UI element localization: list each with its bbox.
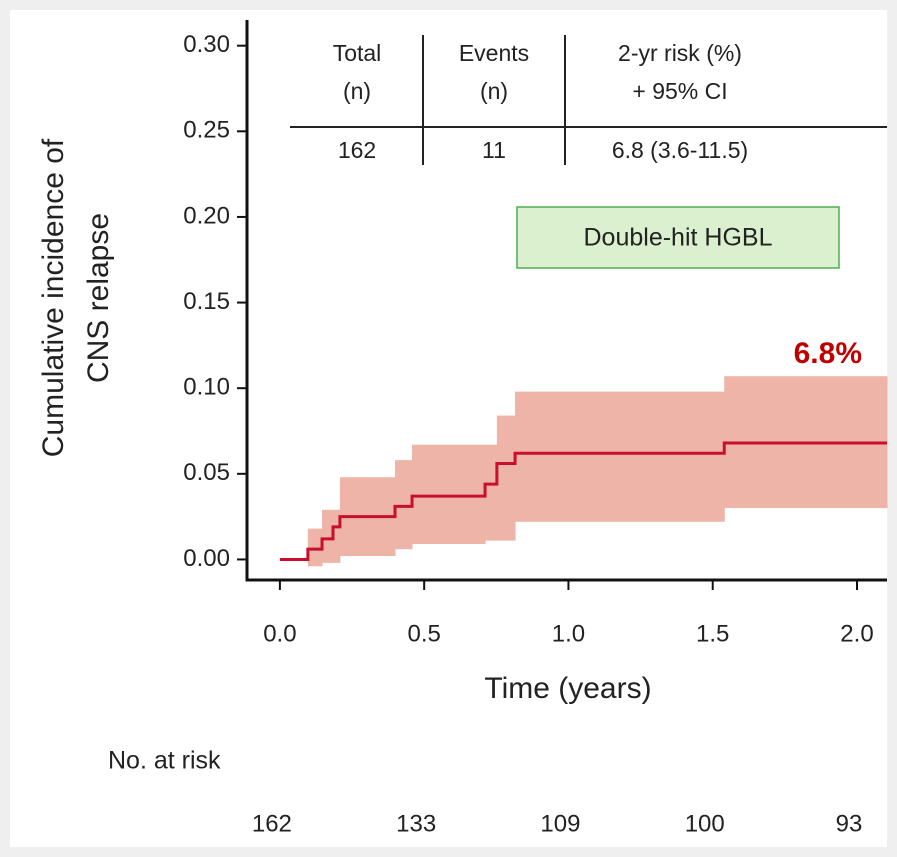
at-risk-value: 162 [252,810,292,837]
legend-label: Double-hit HGBL [584,224,773,252]
ci-band [322,509,341,563]
annotation: 6.8% [794,337,862,370]
y-axis-label: CNS relapse [82,213,115,383]
at-risk-value: 93 [836,810,863,837]
x-tick-label: 0.0 [263,620,296,647]
table-cell: 162 [338,137,376,163]
table-cell: 6.8 (3.6-11.5) [612,137,748,163]
table-header: Events [459,40,529,66]
x-tick-label: 0.5 [407,620,440,647]
survival-line [279,441,887,561]
table-header: + 95% CI [632,78,727,104]
y-tick-label: 0.25 [183,117,230,144]
table-header: 2-yr risk (%) [618,40,742,66]
y-tick-label: 0.00 [183,545,230,572]
y-tick-label: 0.05 [183,459,230,486]
ci-band [515,391,725,522]
at-risk-label: No. at risk [108,747,221,775]
x-tick-label: 1.0 [552,620,585,647]
y-tick-label: 0.30 [183,31,230,58]
legend-box [516,206,840,269]
y-tick-label: 0.20 [183,202,230,229]
at-risk-value: 133 [396,810,436,837]
x-axis-label: Time (years) [484,672,651,705]
table-header: Total [333,40,382,66]
y-axis-label: Cumulative incidence of [37,138,70,457]
at-risk-value: 109 [540,810,580,837]
table-cell: 11 [482,137,506,163]
x-tick-label: 2.0 [840,620,873,647]
ci-band [395,460,413,550]
at-risk-value: 100 [685,810,725,837]
summary-table: Total (n) Events (n) 2-yr risk (%) + 95% CI 16… [290,35,887,165]
ci-band [307,528,323,567]
ci-band [496,415,516,541]
ci-band [485,444,498,541]
y-tick-label: 0.10 [183,374,230,401]
y-tick-label: 0.15 [183,288,230,315]
table-header: (n) [343,78,371,104]
table-header: (n) [480,78,508,104]
x-tick-label: 1.5 [696,620,729,647]
ci-band [412,444,486,545]
